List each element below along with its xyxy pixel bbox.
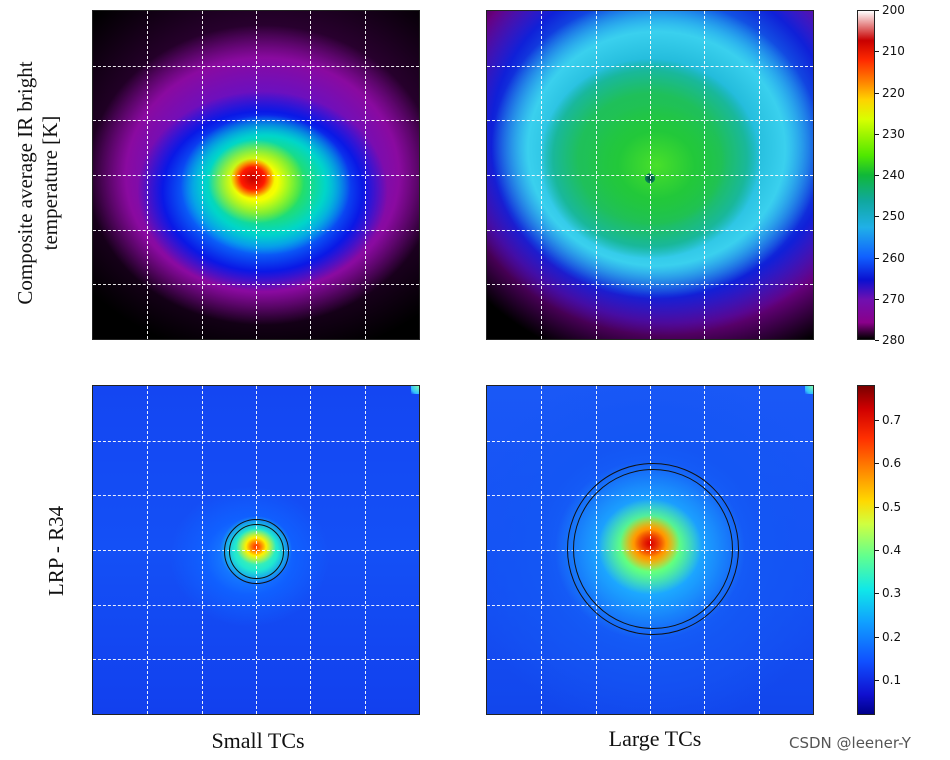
gridline-horizontal — [93, 659, 419, 661]
colorbar-tick-mark — [875, 298, 879, 300]
colorbar-tick-label: 210 — [882, 44, 905, 59]
corner-artifact — [805, 386, 813, 394]
colorbar-tick-label: 0.4 — [882, 543, 902, 557]
watermark: CSDN @leener-Y — [789, 734, 911, 752]
colorbar-tick-label: 0.6 — [882, 456, 902, 471]
col-label-small-tcs: Small TCs — [211, 728, 305, 753]
gridline-horizontal — [93, 604, 419, 606]
colorbar-tick-mark — [875, 340, 879, 341]
gridline-horizontal — [487, 659, 813, 661]
gridline-horizontal — [487, 284, 813, 286]
colorbar-ir-temperature — [857, 10, 875, 340]
colorbar-tick-label: 0.1 — [882, 673, 902, 688]
gridline-vertical — [758, 386, 760, 714]
colorbar-tick-mark — [875, 257, 879, 259]
colorbar-tick-mark — [875, 636, 879, 638]
gridline-vertical — [758, 11, 760, 339]
colorbar-tick-mark — [875, 680, 879, 682]
panel-grid — [93, 11, 419, 339]
colorbar-lrp-relevance — [857, 385, 875, 715]
colorbar-tick-mark — [875, 593, 879, 595]
row-label-ir-temperature: Composite average IR bright temperature … — [13, 43, 65, 323]
colorbar-tick-mark — [875, 175, 879, 176]
colorbar-tick-mark — [875, 506, 879, 508]
gridline-vertical — [364, 11, 366, 339]
colorbar-tick-label: 260 — [882, 250, 905, 265]
r34-radius-ring-outer — [224, 519, 289, 584]
panel-grid — [487, 11, 813, 339]
colorbar-tick-mark — [875, 92, 879, 94]
gridline-horizontal — [93, 284, 419, 286]
colorbar-tick-mark — [875, 51, 879, 53]
colorbar-tick-mark — [875, 550, 879, 551]
r34-radius-ring-outer — [567, 463, 739, 635]
colorbar-tick-mark — [875, 419, 879, 421]
gridline-horizontal — [93, 175, 419, 176]
col-label-large-tcs: Large TCs — [608, 726, 702, 751]
colorbar-tick-mark — [875, 463, 879, 465]
colorbar-tick-label: 0.3 — [882, 586, 902, 601]
colorbar-tick-label: 280 — [882, 333, 905, 347]
r34-radius-ring-inner — [573, 469, 733, 629]
colorbar-tick-label: 240 — [882, 168, 905, 182]
colorbar-tick-label: 250 — [882, 209, 905, 224]
colorbar-tick-mark — [875, 10, 879, 11]
gridline-horizontal — [93, 229, 419, 231]
gridline-vertical — [310, 386, 312, 714]
gridline-horizontal — [487, 229, 813, 231]
heatmap-ir-large-tcs — [486, 10, 814, 340]
heatmap-ir-small-tcs — [92, 10, 420, 340]
gridline-horizontal — [487, 175, 813, 176]
colorbar-tick-mark — [875, 133, 879, 135]
colorbar-tick-label: 230 — [882, 126, 905, 141]
colorbar-tick-label: 200 — [882, 3, 905, 17]
colorbar-tick-label: 0.2 — [882, 629, 902, 644]
row-label-lrp: LRP - R34 — [44, 505, 68, 597]
colorbar-tick-label: 270 — [882, 291, 905, 306]
colorbar-tick-label: 0.7 — [882, 412, 902, 427]
gridline-vertical — [364, 386, 366, 714]
gridline-vertical — [310, 11, 312, 339]
row-label-ir-line1: Composite average IR bright — [13, 61, 37, 305]
heatmap-lrp-small-tcs — [92, 385, 420, 715]
row-label-ir-line2: temperature [K] — [38, 115, 62, 251]
gridline-vertical — [704, 11, 706, 339]
r34-radius-ring-inner — [229, 524, 284, 579]
corner-artifact — [411, 386, 419, 394]
colorbar-tick-mark — [875, 216, 879, 218]
heatmap-lrp-large-tcs — [486, 385, 814, 715]
colorbar-tick-label: 0.5 — [882, 499, 902, 514]
colorbar-tick-label: 220 — [882, 85, 905, 100]
